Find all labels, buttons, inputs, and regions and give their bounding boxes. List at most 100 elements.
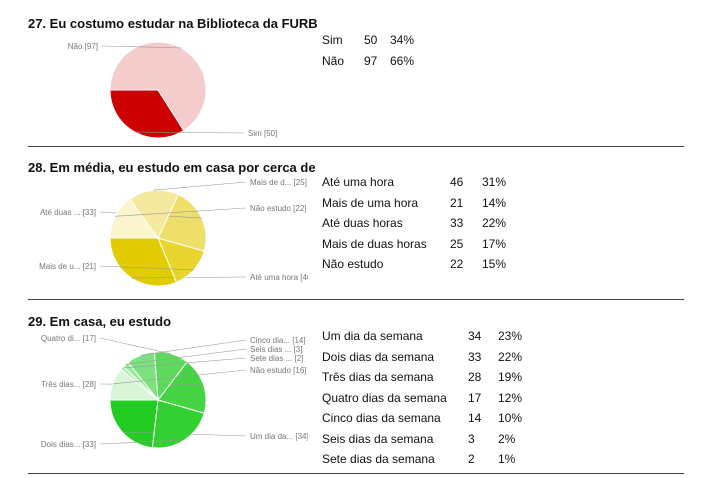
summary-count: 33 <box>468 349 482 364</box>
summary-count: 97 <box>364 53 378 68</box>
pie-slice-label-2-7: Não estudo [16] <box>250 366 306 375</box>
pie-leader-line-2-1 <box>99 439 185 445</box>
summary-percent: 22% <box>498 349 523 364</box>
pie-slice-label-1-0: Até uma hora [46] <box>250 273 308 282</box>
pie-leader-line-0-0 <box>134 131 245 134</box>
pie-slice-label-2-2: Três dias... [28] <box>41 380 96 389</box>
summary-row: Dois dias da semana 33 22% <box>322 347 522 368</box>
pie-slice-2-1 <box>151 399 205 449</box>
question-28-title: 28. Em média, eu estudo em casa por cerc… <box>28 160 316 175</box>
summary-label: Não <box>322 53 345 68</box>
pie-slice-label-2-3: Quatro di... [17] <box>41 334 96 343</box>
summary-row: Seis dias da semana 3 2% <box>322 429 522 450</box>
summary-row: Sim 50 34% <box>322 30 414 51</box>
question-29: 29. Em casa, eu estudo Um dia da... [34]… <box>28 314 684 474</box>
pie-leader-line-2-4 <box>140 339 247 356</box>
question-27: 27. Eu costumo estudar na Biblioteca da … <box>28 16 684 146</box>
pie-leader-line-2-3 <box>99 337 172 355</box>
question-29-title: 29. Em casa, eu estudo <box>28 314 172 329</box>
summary-label: Mais de uma hora <box>322 195 419 210</box>
summary-count: 34 <box>468 329 482 344</box>
summary-label: Quatro dias da semana <box>322 390 447 405</box>
summary-label: Mais de duas horas <box>322 236 427 251</box>
question-28-summary-table: Até uma hora 46 31% Mais de uma hora 21 14% At… <box>322 172 506 275</box>
summary-label: Até duas horas <box>322 216 403 231</box>
summary-label: Cinco dias da semana <box>322 411 441 426</box>
pie-slice-label-2-1: Dois dias... [33] <box>41 440 96 449</box>
summary-percent: 19% <box>498 370 523 385</box>
question-29-pie-chart: Um dia da... [34] Dois dias... [33] Três d… <box>41 334 308 449</box>
summary-label: Um dia da semana <box>322 329 423 344</box>
summary-percent: 31% <box>482 175 507 190</box>
pie-slice-label-2-5: Seis dias ... [3] <box>250 345 302 354</box>
summary-percent: 66% <box>390 53 415 68</box>
summary-count: 2 <box>468 452 475 467</box>
pie-leader-line-2-6 <box>122 357 247 369</box>
question-28: 28. Em média, eu estudo em casa por cerc… <box>28 160 684 295</box>
summary-row: Mais de duas horas 25 17% <box>322 234 506 255</box>
divider-3 <box>28 473 684 474</box>
summary-percent: 22% <box>482 216 507 231</box>
summary-label: Não estudo <box>322 257 384 272</box>
summary-percent: 15% <box>482 257 507 272</box>
divider-2 <box>28 299 684 300</box>
question-27-title: 27. Eu costumo estudar na Biblioteca da … <box>28 16 318 31</box>
summary-percent: 23% <box>498 329 523 344</box>
summary-row: Quatro dias da semana 17 12% <box>322 388 522 409</box>
pie-leader-line-2-7 <box>112 369 247 385</box>
question-29-summary-table: Um dia da semana 34 23% Dois dias da semana… <box>322 326 522 470</box>
pie-slice-label-2-6: Sete dias ... [2] <box>250 354 303 363</box>
summary-count: 21 <box>450 195 464 210</box>
pie-leader-line-2-5 <box>125 348 247 365</box>
summary-count: 46 <box>450 175 464 190</box>
summary-label: Seis dias da semana <box>322 431 434 446</box>
summary-row: Cinco dias da semana 14 10% <box>322 408 522 429</box>
pie-leader-line-1-1 <box>99 265 194 271</box>
divider-1 <box>28 146 684 147</box>
summary-percent: 1% <box>498 452 516 467</box>
summary-row: Três dias da semana 28 19% <box>322 367 522 388</box>
summary-row: Sete dias da semana 2 1% <box>322 449 522 470</box>
pie-slice-label-1-3: Mais de d... [25] <box>250 178 307 187</box>
pie-leader-line-1-0 <box>131 276 247 279</box>
pie-leader-line-1-4 <box>115 207 247 217</box>
summary-count: 25 <box>450 236 464 251</box>
summary-count: 3 <box>468 431 475 446</box>
summary-count: 14 <box>468 411 482 426</box>
summary-row: Até uma hora 46 31% <box>322 172 506 193</box>
pie-slice-label-2-0: Um dia da... [34] <box>250 432 308 441</box>
summary-label: Sim <box>322 33 343 48</box>
pie-slice-label-1-1: Mais de u... [21] <box>39 262 96 271</box>
pie-slice-2-7 <box>109 368 160 401</box>
question-28-pie-chart: Até uma hora [46] Mais de u... [21] Até du… <box>39 178 308 287</box>
summary-count: 33 <box>450 216 464 231</box>
summary-percent: 10% <box>498 411 523 426</box>
summary-label: Dois dias da semana <box>322 349 435 364</box>
pie-leader-line-1-3 <box>153 181 247 191</box>
pie-slice-label-1-2: Até duas ... [33] <box>40 208 96 217</box>
summary-label: Três dias da semana <box>322 370 434 385</box>
summary-row: Não estudo 22 15% <box>322 254 506 275</box>
summary-count: 28 <box>468 370 482 385</box>
summary-percent: 12% <box>498 390 523 405</box>
summary-count: 50 <box>364 33 378 48</box>
summary-percent: 14% <box>482 195 507 210</box>
pie-slice-label-2-4: Cinco dia... [14] <box>250 336 306 345</box>
summary-percent: 2% <box>498 431 516 446</box>
summary-row: Não 97 66% <box>322 51 414 72</box>
question-27-summary-table: Sim 50 34% Não 97 66% <box>322 30 414 71</box>
pie-slice-label-1-4: Não estudo [22] <box>250 204 306 213</box>
summary-row: Até duas horas 33 22% <box>322 213 506 234</box>
summary-count: 17 <box>468 390 482 405</box>
summary-row: Um dia da semana 34 23% <box>322 326 522 347</box>
pie-leader-line-0-1 <box>101 45 182 49</box>
pie-slice-2-0 <box>109 399 159 449</box>
summary-percent: 17% <box>482 236 507 251</box>
pie-slice-label-0-0: Sim [50] <box>248 129 277 138</box>
pie-slice-label-0-1: Não [97] <box>68 42 98 51</box>
summary-label: Até uma hora <box>322 175 395 190</box>
summary-percent: 34% <box>390 33 415 48</box>
summary-row: Mais de uma hora 21 14% <box>322 193 506 214</box>
summary-count: 22 <box>450 257 464 272</box>
summary-label: Sete dias da semana <box>322 452 435 467</box>
